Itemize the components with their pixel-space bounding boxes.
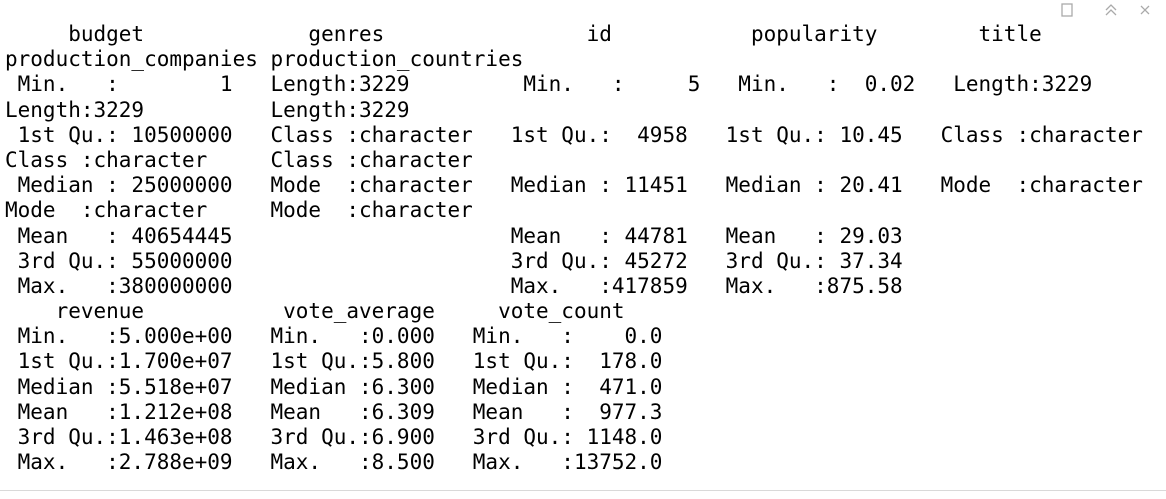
console-line: Min. : 1 Length:3229 Min. : 5 Min. : 0.0… [5,72,1093,97]
console-line: Mean :1.212e+08 Mean :6.309 Mean : 977.3 [5,399,663,424]
divider [0,490,1166,491]
console-line: Class :character Class :character [5,147,473,172]
console-line: 3rd Qu.: 55000000 3rd Qu.: 45272 3rd Qu.… [5,248,903,273]
console-line: 1st Qu.: 10500000 Class :character 1st Q… [5,122,1143,147]
console-output: budget genres id popularity title product… [5,22,1143,475]
console-line: revenue vote_average vote_count [5,299,625,324]
console-line: 3rd Qu.:1.463e+08 3rd Qu.:6.900 3rd Qu.:… [5,425,663,449]
console-line: Median :5.518e+07 Median :6.300 Median :… [5,374,663,399]
console-line: production_companies production_countrie… [5,47,524,72]
window-controls [1061,3,1150,17]
console-line: 1st Qu.:1.700e+07 1st Qu.:5.800 1st Qu.:… [5,349,663,374]
console-line: Mode :character Mode :character [5,198,473,223]
console-line: Min. :5.000e+00 Min. :0.000 Min. : 0.0 [5,324,663,349]
copy-icon[interactable] [1061,3,1073,17]
console-line: Median : 25000000 Mode :character Median… [5,173,1143,198]
console-line: Length:3229 Length:3229 [5,97,410,122]
console-line: Max. :380000000 Max. :417859 Max. :875.5… [5,273,903,298]
collapse-icon[interactable] [1105,4,1117,16]
console-line: Max. :2.788e+09 Max. :8.500 Max. :13752.… [5,450,663,475]
console-line: budget genres id popularity title [5,22,1042,46]
close-icon[interactable] [1140,5,1150,15]
console-line: Mean : 40654445 Mean : 44781 Mean : 29.0… [5,223,903,248]
